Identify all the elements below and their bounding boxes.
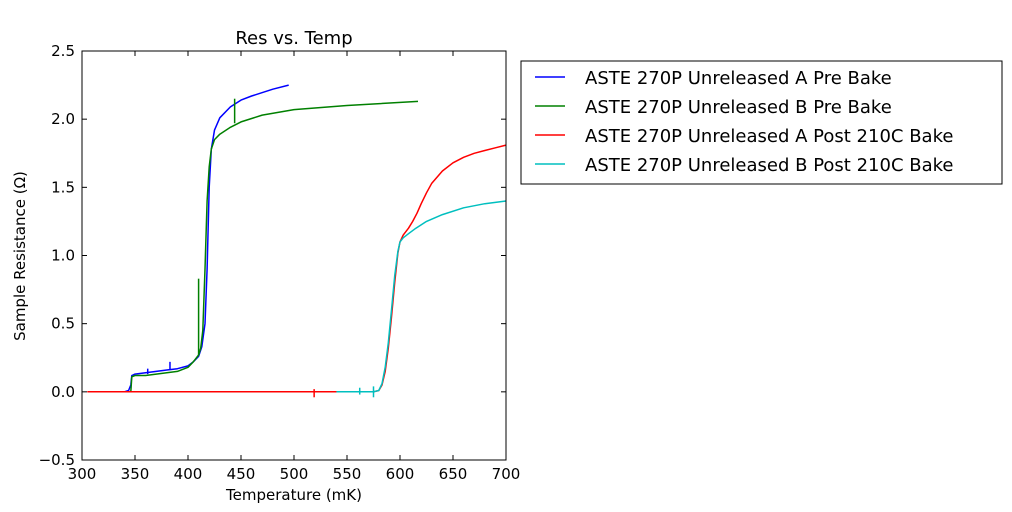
y-axis-ticks: −0.5 0.0 0.5 1.0 1.5 2.0 2.5 bbox=[39, 42, 506, 469]
plot-area-frame bbox=[81, 50, 507, 461]
legend: ASTE 270P Unreleased A Pre Bake ASTE 270P… bbox=[520, 60, 1003, 185]
x-tick-label: 650 bbox=[439, 465, 468, 483]
series-line-2 bbox=[130, 100, 419, 392]
x-tick-label: 400 bbox=[174, 465, 203, 483]
x-tick-label: 450 bbox=[227, 465, 256, 483]
series-line-3 bbox=[87, 144, 507, 393]
x-tick-label: 500 bbox=[280, 465, 309, 483]
x-tick-label: 700 bbox=[492, 465, 521, 483]
y-tick-label: 2.0 bbox=[51, 110, 75, 128]
x-tick-label: 300 bbox=[68, 465, 97, 483]
y-tick-label: 2.5 bbox=[51, 42, 75, 60]
chart-title: Res vs. Temp bbox=[235, 28, 352, 49]
y-axis-label: Sample Resistance (Ω) bbox=[11, 171, 29, 341]
series-lines bbox=[87, 84, 507, 398]
series-line-4 bbox=[336, 200, 507, 393]
y-tick-label: 0.5 bbox=[51, 315, 75, 333]
x-axis-label: Temperature (mK) bbox=[225, 486, 362, 504]
y-tick-label: −0.5 bbox=[39, 451, 75, 469]
y-tick-label: 1.0 bbox=[51, 247, 75, 265]
y-tick-label: 1.5 bbox=[51, 178, 75, 196]
x-axis-ticks: 300 350 400 450 500 550 600 650 700 bbox=[68, 51, 521, 483]
legend-label: ASTE 270P Unreleased B Post 210C Bake bbox=[585, 155, 953, 176]
legend-frame bbox=[520, 60, 1003, 185]
x-tick-label: 350 bbox=[121, 465, 150, 483]
y-tick-label: 0.0 bbox=[51, 383, 75, 401]
legend-label: ASTE 270P Unreleased A Post 210C Bake bbox=[585, 126, 953, 147]
legend-label: ASTE 270P Unreleased B Pre Bake bbox=[585, 97, 892, 118]
x-tick-label: 600 bbox=[386, 465, 415, 483]
x-tick-label: 550 bbox=[333, 465, 362, 483]
legend-label: ASTE 270P Unreleased A Pre Bake bbox=[585, 68, 892, 89]
